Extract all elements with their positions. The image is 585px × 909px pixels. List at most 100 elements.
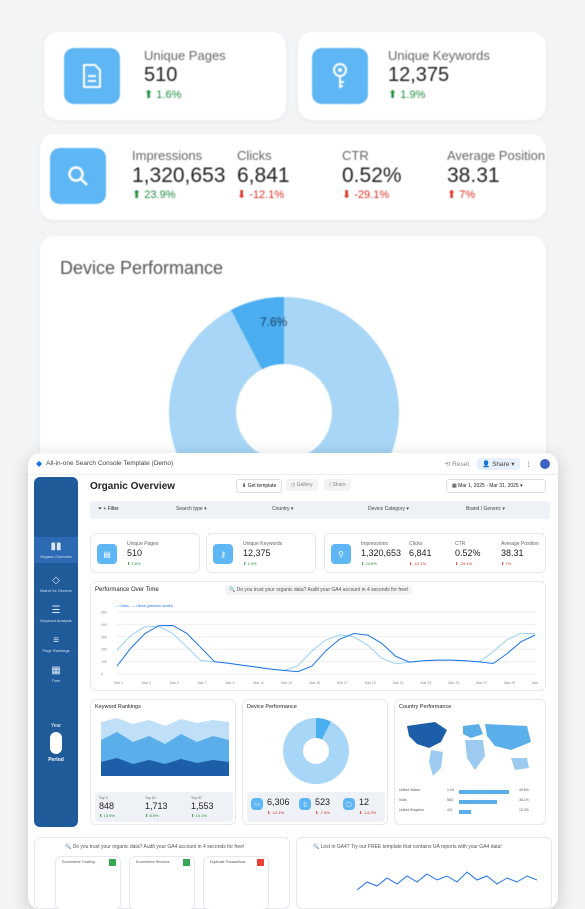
country-row: United States 1.1K 49.6%: [399, 788, 529, 794]
get-template-button[interactable]: ⬇ Get template: [236, 479, 283, 493]
reset-button[interactable]: ⟲ Reset: [444, 460, 470, 468]
donut-hole: [236, 364, 332, 460]
y-tick-label: 200: [101, 648, 107, 652]
map-asia: [485, 724, 531, 750]
share-link-button[interactable]: ⟨ Share: [324, 479, 351, 491]
metric-label-impressions: Impressions: [132, 148, 203, 163]
dev-stat-value: 6,306: [267, 797, 290, 807]
share-button[interactable]: 👤 Share ▾: [477, 457, 520, 470]
x-tick-label: Mar 21: [393, 681, 404, 685]
filter-device-category[interactable]: Device Category ▾: [368, 506, 409, 512]
kw-stat-delta: ⬆ 10.1%: [191, 813, 207, 818]
stat-card-search-metrics: Impressions 1,320,653 ⬆ 23.9% Clicks 6,8…: [40, 134, 546, 220]
series-line-previous: [116, 625, 536, 672]
date-range-picker[interactable]: ▦ Mar 1, 2025 - Mar 31, 2025 ▾: [446, 479, 546, 493]
y-tick-label: 100: [101, 660, 107, 664]
avatar[interactable]: [540, 458, 550, 469]
dashboard-topbar: ◆ All-in-one Search Console Template (De…: [28, 453, 558, 475]
x-tick-label: Mar 23: [421, 681, 432, 685]
sidebar-item-organic-overview[interactable]: ▮▮ Organic Overview: [34, 537, 78, 563]
kw-stat-delta: ⬆ 8.9%: [145, 813, 159, 818]
tag-icon: ◇: [52, 575, 60, 586]
desktop-icon: ▭: [251, 798, 263, 810]
status-ok-icon: [109, 859, 116, 866]
kw-stat-value: 1,553: [191, 801, 214, 811]
kpi-value: 38.31: [501, 548, 524, 558]
kw-stat-value: 848: [99, 801, 115, 811]
document-icon: [64, 48, 120, 104]
sidebar-item-keyword-analysis[interactable]: ☰ Keyword Analysis: [40, 605, 72, 623]
kpi-delta: ⬆ 23.9%: [361, 561, 377, 566]
kpi-value: 510: [127, 548, 143, 558]
y-tick-label: 400: [101, 623, 107, 627]
stat-card-unique-pages: Unique Pages 510 ⬆ 1.6%: [44, 32, 286, 120]
perf-legend: — Clicks — Clicks (previous month): [115, 604, 173, 608]
metric-delta-clicks: ⬇ -12.1%: [237, 189, 285, 201]
footer-mini-title: Ecommerce Revenue: [136, 860, 170, 864]
status-error-icon: [257, 859, 264, 866]
country-performance-card: Country Performance United States 1.1K 49.…: [394, 699, 546, 825]
perf-banner[interactable]: 🔍 Do you trust your organic data? Audit …: [225, 585, 413, 595]
world-map: [407, 722, 531, 776]
kpi-delta: ⬆ 1.6%: [127, 561, 141, 566]
x-tick-label: Mar 7: [198, 681, 207, 685]
bar-chart-icon: ▮▮: [50, 541, 62, 552]
stat-card-unique-keywords: Unique Keywords 12,375 ⬆ 1.9%: [298, 32, 546, 120]
footer-left-banner[interactable]: 🔍 Do you trust your organic data? Audit …: [65, 844, 245, 850]
sidebar-toggle[interactable]: Year Period: [48, 723, 64, 763]
sidebar-item-time[interactable]: ▦ Time: [51, 665, 61, 683]
dev-stats: ▭ 6,306 ⬇ -12.4% ▯ 523 ⬇ -7.5% ▢ 12 ⬇ -1…: [247, 792, 385, 822]
footer-right-banner[interactable]: 🔍 Lost in GA4? Try our FREE template tha…: [313, 844, 502, 850]
kpi-delta: ⬆ 7%: [501, 561, 512, 566]
x-tick-label: Mar 17: [337, 681, 348, 685]
add-filter-button[interactable]: ⏷ + Filter: [98, 506, 119, 512]
filter-country[interactable]: Country ▾: [272, 506, 294, 512]
key-icon: [312, 48, 368, 104]
kpi-label: Average Position: [501, 541, 539, 547]
gallery-button[interactable]: ◷ Gallery: [286, 479, 318, 491]
country-row: United Kingdom 411 12.2%: [399, 808, 529, 814]
metric-value-impressions: 1,320,653: [132, 164, 226, 187]
dev-stat-delta: ⬇ -12.4%: [267, 810, 285, 815]
country-rows: United States 1.1K 49.6% India 554 38.1% Uni…: [399, 788, 543, 818]
filter-search-type[interactable]: Search type ▾: [176, 506, 207, 512]
kpi-card-unique-pages: ▤ Unique Pages 510 ⬆ 1.6%: [90, 533, 200, 573]
x-tick-label: Mar 25: [448, 681, 459, 685]
app-title: All-in-one Search Console Template (Demo…: [46, 460, 174, 467]
footer-line: [357, 871, 537, 891]
dev-title: Device Performance: [247, 704, 297, 710]
filter-brand-generic[interactable]: Brand / Generic ▾: [466, 506, 505, 512]
map-australia: [511, 758, 529, 770]
dashboard-sidebar: ▮▮ Organic Overview ◇ Brand Vs Generic ☰ Ke…: [34, 477, 78, 827]
search-list-icon: ☰: [51, 605, 61, 616]
key-icon: ⚷: [213, 544, 233, 564]
device-mini-donut: [283, 718, 349, 784]
kw-stats: Top 3 848 ⬆ 13.9% Top 10 1,713 ⬆ 8.9% To…: [95, 792, 233, 822]
sidebar-item-brand-vs-generic[interactable]: ◇ Brand Vs Generic: [40, 575, 72, 593]
footer-mini-title: Duplicate Transactions: [210, 860, 246, 864]
ranking-icon: ≡: [53, 635, 59, 646]
sidebar-item-page-rankings[interactable]: ≡ Page Rankings: [42, 635, 70, 653]
x-tick-label: Mar 11: [253, 681, 264, 685]
x-tick-label: Mar 19: [365, 681, 376, 685]
toggle-switch[interactable]: [50, 732, 62, 754]
kpi-value: 6,841: [409, 548, 432, 558]
donut-slice-label: 7.6%: [260, 315, 288, 329]
x-tick-label: Mar 1: [114, 681, 123, 685]
kpi-value: 0.52%: [455, 548, 481, 558]
kpi-label: Unique Pages: [127, 541, 159, 547]
device-performance-mini-card: Device Performance ▭ 6,306 ⬇ -12.4% ▯ 52…: [242, 699, 388, 825]
performance-line-chart: 500 400 300 200 100 0 Mar 1 Mar 3 Mar 5 Mar 7 Mar …: [101, 611, 539, 686]
kw-stat-label: Top 10: [145, 796, 156, 800]
y-tick-label: 500: [101, 611, 107, 615]
perf-title: Performance Over Time: [95, 587, 159, 593]
footer-line-chart: [357, 871, 537, 891]
filter-bar: ⏷ + Filter Search type ▾ Country ▾ Devic…: [90, 501, 550, 519]
app-logo-icon: ◆: [36, 459, 43, 468]
metric-delta-average-position: ⬆ 7%: [447, 189, 476, 201]
more-icon[interactable]: ⋮: [525, 460, 533, 468]
keyword-area-chart: [101, 718, 229, 776]
metric-value-clicks: 6,841: [237, 164, 290, 187]
footer-mini-card: Ecommerce Tracking: [55, 856, 121, 909]
footer-mini-card: Duplicate Transactions: [203, 856, 269, 909]
